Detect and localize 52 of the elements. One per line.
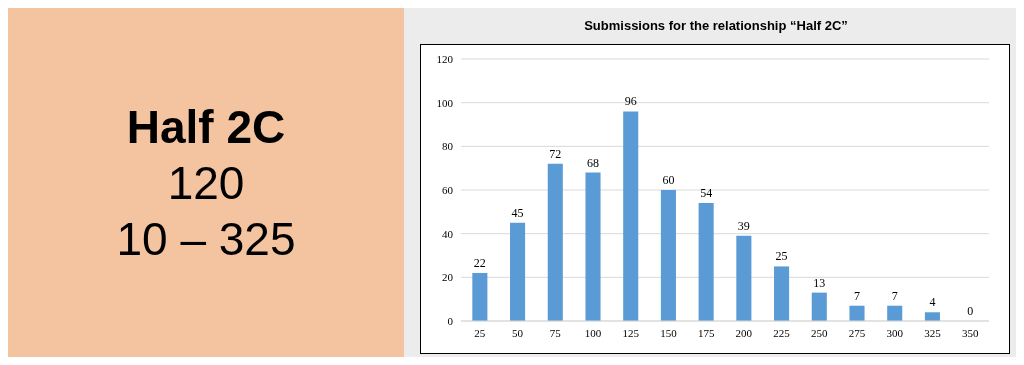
x-tick-label: 325 [924, 326, 942, 339]
bar [585, 172, 601, 321]
x-tick-label: 225 [773, 326, 791, 339]
data-label: 39 [737, 218, 750, 233]
x-tick-label: 150 [660, 326, 678, 339]
x-tick-label: 300 [886, 326, 904, 339]
y-tick-label: 80 [442, 140, 454, 153]
x-tick-label: 275 [848, 326, 866, 339]
text: 10 – 325 [116, 211, 296, 267]
data-label: 68 [587, 155, 599, 170]
bar [698, 203, 714, 321]
data-label: 72 [549, 146, 562, 161]
chart-title: Submissions for the relationship “Half 2C” [583, 17, 849, 35]
bar [774, 266, 790, 321]
y-tick-label: 100 [436, 96, 454, 109]
bar [472, 272, 488, 321]
bar [849, 305, 865, 321]
data-label: 96 [624, 94, 637, 109]
data-label: 22 [473, 255, 486, 270]
data-label: 13 [813, 275, 826, 290]
x-tick-label: 50 [512, 326, 524, 339]
x-tick-label: 350 [961, 326, 979, 339]
bar [660, 190, 676, 321]
y-tick-label: 120 [436, 52, 454, 65]
x-tick-label: 25 [474, 326, 486, 339]
x-tick-label: 175 [697, 326, 715, 339]
x-tick-label: 250 [811, 326, 829, 339]
data-label: 60 [662, 173, 675, 187]
data-label: 4 [929, 295, 936, 310]
bar [924, 312, 940, 321]
y-tick-label: 20 [442, 271, 454, 284]
data-label: 45 [511, 205, 524, 220]
y-tick-label: 60 [442, 183, 454, 196]
bar [623, 111, 639, 321]
data-label: 54 [700, 186, 713, 201]
data-label: 7 [854, 288, 860, 303]
y-tick-label: 0 [447, 314, 454, 327]
text: Half 2C [126, 99, 286, 155]
text: 120 [167, 155, 245, 211]
bar [887, 305, 903, 321]
bar [736, 235, 752, 321]
x-tick-label: 100 [584, 326, 602, 339]
data-label: 0 [967, 304, 974, 318]
x-tick-label: 125 [622, 326, 640, 339]
data-label: 7 [891, 288, 898, 303]
y-tick-label: 40 [442, 227, 454, 240]
bar [547, 163, 563, 321]
x-tick-label: 200 [735, 326, 753, 339]
bar [510, 222, 526, 321]
data-label: 25 [775, 249, 788, 264]
bar [811, 292, 827, 321]
x-tick-label: 75 [549, 326, 562, 339]
